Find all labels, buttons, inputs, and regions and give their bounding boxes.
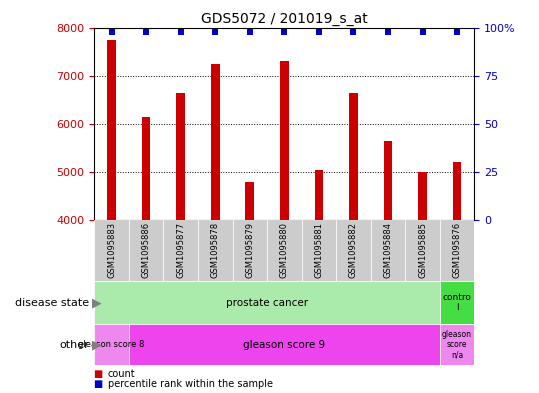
Bar [245,182,254,220]
Bar [280,61,289,220]
Bar [176,92,185,220]
Bar [371,220,405,281]
Text: GSM1095885: GSM1095885 [418,222,427,278]
Text: gleason score 9: gleason score 9 [243,340,326,350]
Bar [94,220,129,281]
Bar [129,220,163,281]
Bar [267,220,302,281]
Text: GSM1095880: GSM1095880 [280,222,289,278]
Text: gleason score 8: gleason score 8 [78,340,145,349]
Text: percentile rank within the sample: percentile rank within the sample [108,379,273,389]
Bar [107,40,116,220]
Text: GSM1095878: GSM1095878 [211,222,220,278]
Bar [453,162,461,220]
Text: GSM1095876: GSM1095876 [453,222,461,278]
Text: GSM1095877: GSM1095877 [176,222,185,278]
Text: ■: ■ [94,379,107,389]
Text: GSM1095883: GSM1095883 [107,222,116,278]
Bar [418,172,427,220]
Bar [302,220,336,281]
Bar [198,220,232,281]
Title: GDS5072 / 201019_s_at: GDS5072 / 201019_s_at [201,13,368,26]
Bar [440,324,474,365]
Text: other: other [59,340,89,350]
Bar [232,220,267,281]
Bar [163,220,198,281]
Bar [94,324,129,365]
Text: ▶: ▶ [92,296,101,309]
Bar [440,220,474,281]
Text: ▶: ▶ [92,338,101,351]
Text: ■: ■ [94,369,107,379]
Text: GSM1095881: GSM1095881 [314,222,323,278]
Text: disease state: disease state [15,298,89,308]
Bar [211,64,219,220]
Text: GSM1095879: GSM1095879 [245,222,254,278]
Bar [315,169,323,220]
Bar [142,117,150,220]
Text: prostate cancer: prostate cancer [226,298,308,308]
Text: count: count [108,369,135,379]
Bar [405,220,440,281]
Text: GSM1095882: GSM1095882 [349,222,358,278]
Text: GSM1095884: GSM1095884 [383,222,392,278]
Bar [129,324,440,365]
Bar [349,92,358,220]
Bar [384,141,392,220]
Text: GSM1095886: GSM1095886 [142,222,150,278]
Text: contro
l: contro l [443,293,472,312]
Text: gleason
score
n/a: gleason score n/a [442,330,472,360]
Bar [336,220,371,281]
Bar [440,281,474,324]
